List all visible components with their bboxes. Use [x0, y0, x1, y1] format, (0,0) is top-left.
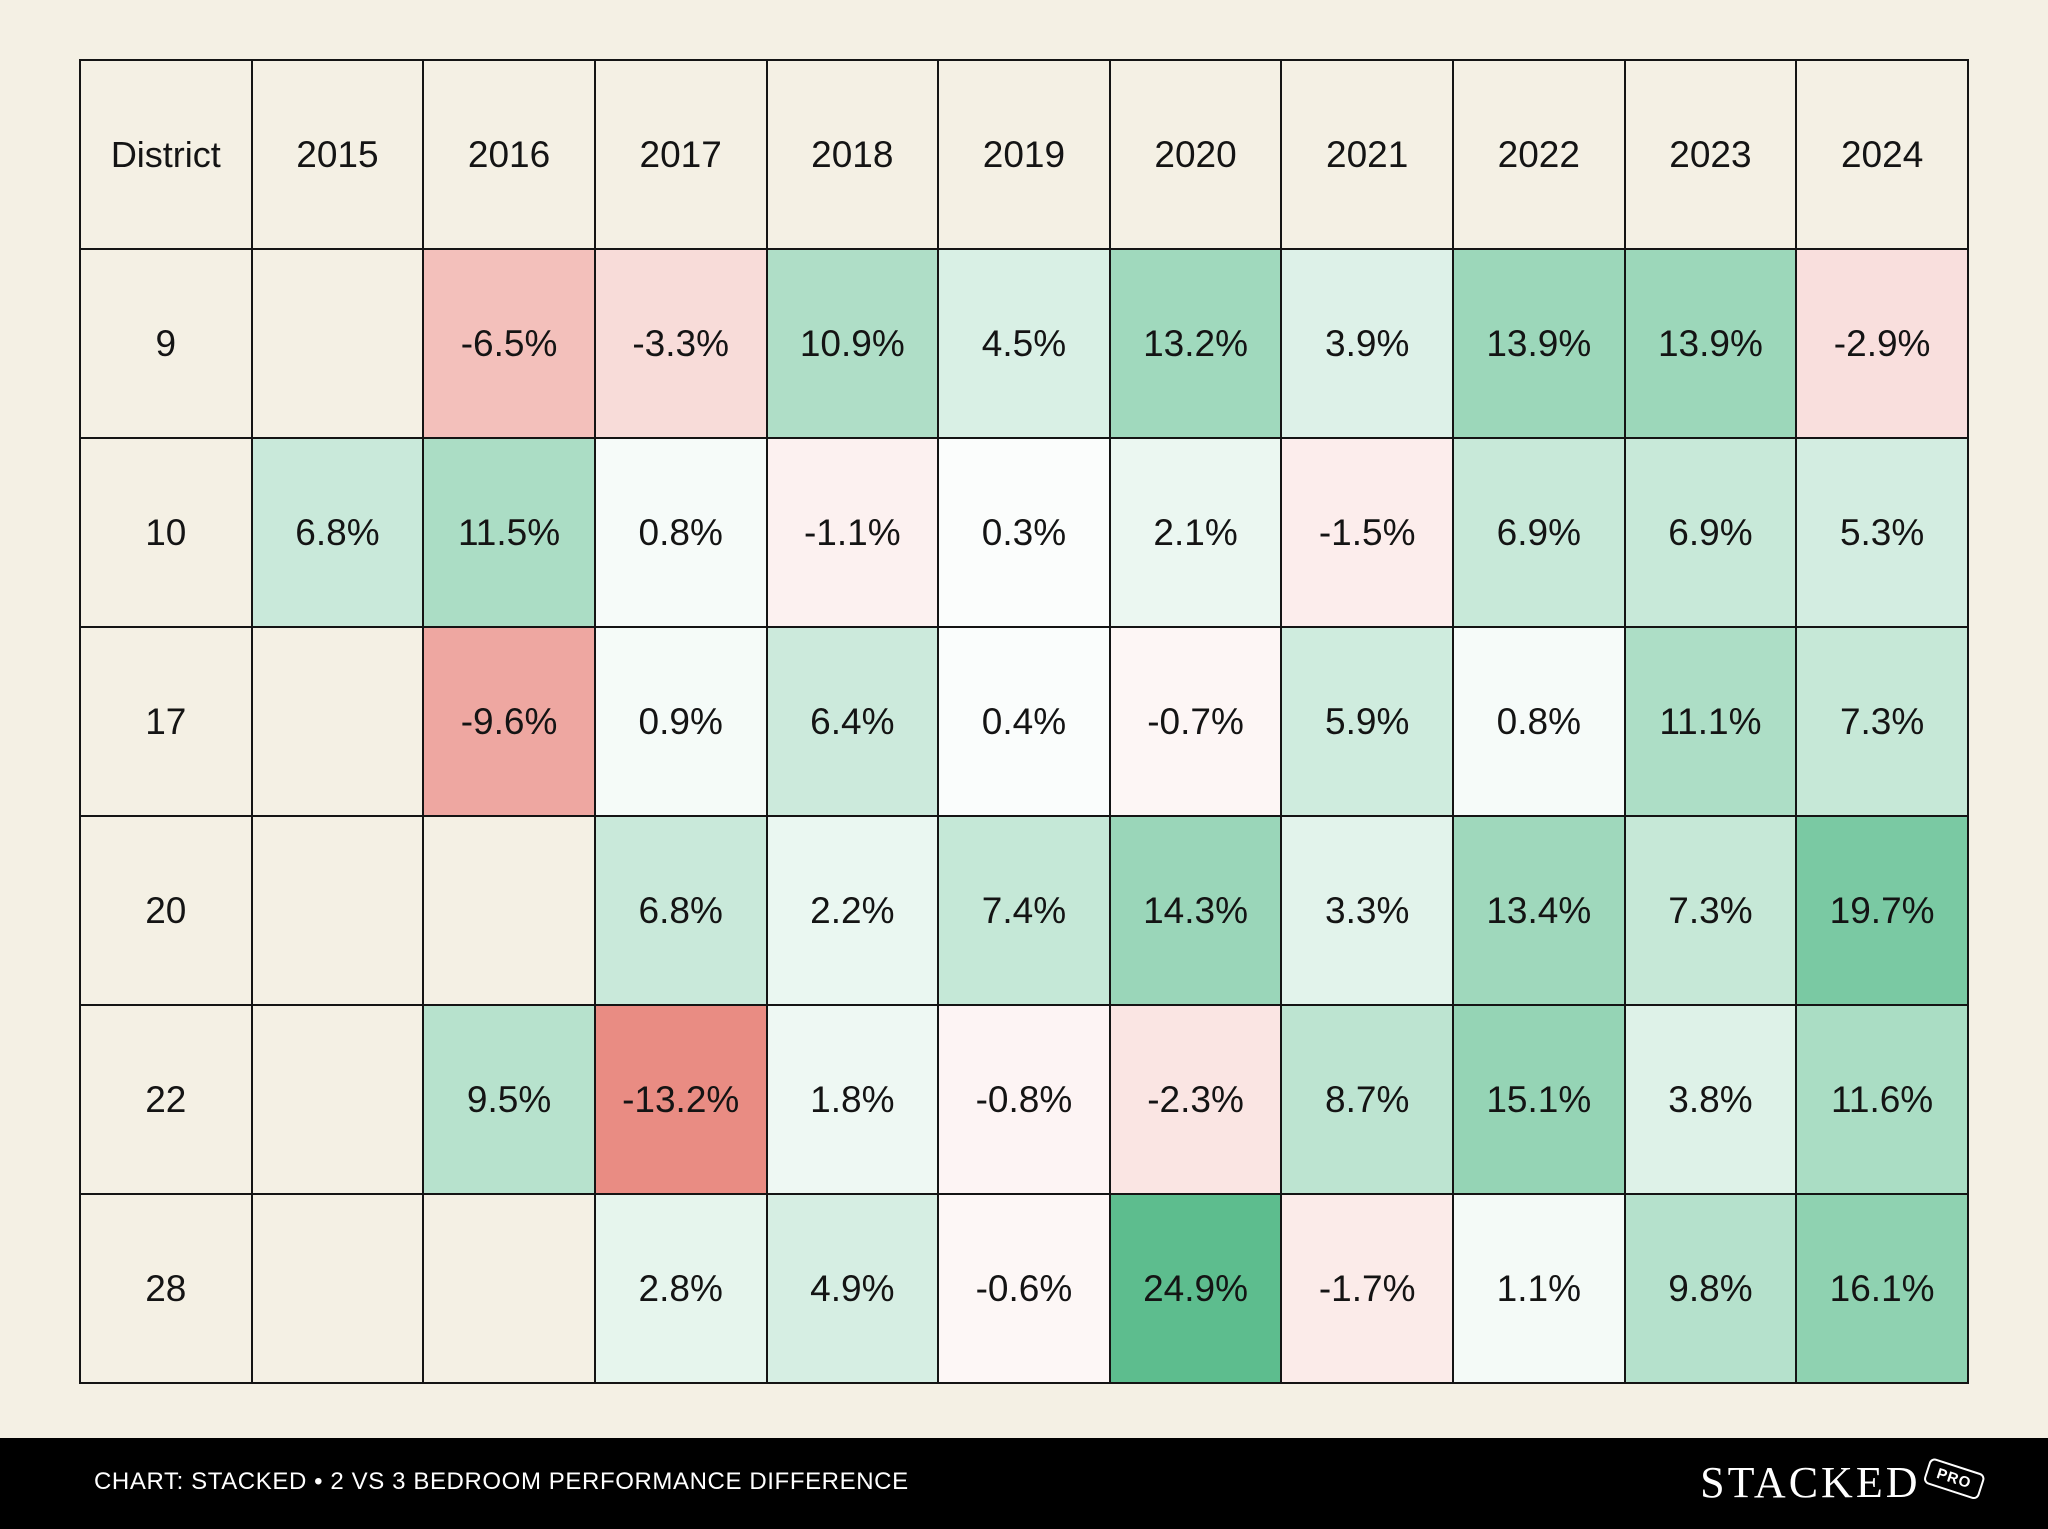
heatmap-cell: 2.1% — [1108, 437, 1283, 628]
district-label: 20 — [79, 815, 253, 1006]
district-label: 10 — [79, 437, 253, 628]
district-row: 9 -6.5% -3.3% 10.9% 4.5% 13.2% 3.9% 13.9% 13.9% -… — [79, 248, 1969, 439]
heatmap-cell: 0.4% — [937, 626, 1111, 817]
district-label: 22 — [79, 1004, 253, 1195]
district-label: 28 — [79, 1193, 253, 1384]
heatmap-cell: -1.5% — [1280, 437, 1454, 628]
year-column-header: 2023 — [1623, 59, 1798, 250]
year-column-header: 2019 — [937, 59, 1111, 250]
heatmap-cell — [250, 248, 425, 439]
footer-bar: CHART: STACKED • 2 VS 3 BEDROOM PERFORMA… — [0, 1438, 2048, 1529]
heatmap-cell: -6.5% — [422, 248, 596, 439]
year-column-header: 2018 — [765, 59, 940, 250]
heatmap-cell: -9.6% — [422, 626, 596, 817]
heatmap-cell: -3.3% — [593, 248, 768, 439]
heatmap-cell: 7.3% — [1623, 815, 1798, 1006]
heatmap-cell: -0.6% — [937, 1193, 1111, 1384]
heatmap-cell: 9.5% — [422, 1004, 596, 1195]
heatmap-cell: 7.4% — [937, 815, 1111, 1006]
heatmap-cell: 0.8% — [593, 437, 768, 628]
heatmap-cell: -0.7% — [1108, 626, 1283, 817]
heatmap-cell: 3.3% — [1280, 815, 1454, 1006]
heatmap-cell: 9.8% — [1623, 1193, 1798, 1384]
district-row: 22 9.5% -13.2% 1.8% -0.8% -2.3% 8.7% 15.1% 3.8% 1… — [79, 1004, 1969, 1195]
heatmap-cell: 6.8% — [593, 815, 768, 1006]
heatmap-cell — [250, 626, 425, 817]
district-column-header: District — [79, 59, 253, 250]
heatmap-cell: 13.4% — [1452, 815, 1626, 1006]
heatmap-cell: 24.9% — [1108, 1193, 1283, 1384]
district-row: 10 6.8% 11.5% 0.8% -1.1% 0.3% 2.1% -1.5% 6.9% 6.9… — [79, 437, 1969, 628]
heatmap-cell — [250, 1193, 425, 1384]
heatmap-cell: 11.1% — [1623, 626, 1798, 817]
heatmap-cell: 14.3% — [1108, 815, 1283, 1006]
heatmap-cell: 1.1% — [1452, 1193, 1626, 1384]
district-label: 9 — [79, 248, 253, 439]
district-row: 20 6.8% 2.2% 7.4% 14.3% 3.3% 13.4% 7.3% 19.7% — [79, 815, 1969, 1006]
heatmap-cell: 5.9% — [1280, 626, 1454, 817]
heatmap-cell: -13.2% — [593, 1004, 768, 1195]
heatmap-cell: 5.3% — [1795, 437, 1969, 628]
heatmap-cell: 13.9% — [1452, 248, 1626, 439]
heatmap-cell: 2.8% — [593, 1193, 768, 1384]
heatmap-cell: 2.2% — [765, 815, 940, 1006]
heatmap-cell: 13.2% — [1108, 248, 1283, 439]
heatmap-cell: -0.8% — [937, 1004, 1111, 1195]
heatmap-body: 9 -6.5% -3.3% 10.9% 4.5% 13.2% 3.9% 13.9% 13.9% -… — [79, 248, 1969, 1384]
year-column-header: 2024 — [1795, 59, 1969, 250]
heatmap-cell: 10.9% — [765, 248, 940, 439]
heatmap-cell: 6.8% — [250, 437, 425, 628]
district-row: 28 2.8% 4.9% -0.6% 24.9% -1.7% 1.1% 9.8% 16.1% — [79, 1193, 1969, 1384]
heatmap-cell: 16.1% — [1795, 1193, 1969, 1384]
heatmap-cell: 0.8% — [1452, 626, 1626, 817]
heatmap-cell: -2.3% — [1108, 1004, 1283, 1195]
year-column-header: 2020 — [1108, 59, 1283, 250]
heatmap-cell: 4.9% — [765, 1193, 940, 1384]
heatmap-cell: 1.8% — [765, 1004, 940, 1195]
heatmap-cell: 6.4% — [765, 626, 940, 817]
district-label: 17 — [79, 626, 253, 817]
heatmap-cell: 3.9% — [1280, 248, 1454, 439]
district-row: 17 -9.6% 0.9% 6.4% 0.4% -0.7% 5.9% 0.8% 11.1% 7.3… — [79, 626, 1969, 817]
year-column-header: 2015 — [250, 59, 425, 250]
heatmap-cell: 11.5% — [422, 437, 596, 628]
heatmap-cell: 6.9% — [1452, 437, 1626, 628]
year-column-header: 2022 — [1452, 59, 1626, 250]
heatmap-cell: -1.1% — [765, 437, 940, 628]
heatmap-cell — [250, 815, 425, 1006]
heatmap-cell: 6.9% — [1623, 437, 1798, 628]
heatmap-cell: 11.6% — [1795, 1004, 1969, 1195]
brand-logo: STACKED PRO — [1700, 1452, 1987, 1512]
heatmap-cell: 15.1% — [1452, 1004, 1626, 1195]
heatmap-table: District 2015 2016 2017 2018 2019 2020 2021 202… — [79, 59, 1969, 1384]
heatmap-cell: 19.7% — [1795, 815, 1969, 1006]
heatmap-cell: 7.3% — [1795, 626, 1969, 817]
heatmap-cell: -2.9% — [1795, 248, 1969, 439]
pro-badge: PRO — [1922, 1456, 1987, 1500]
heatmap-cell: 0.9% — [593, 626, 768, 817]
heatmap-cell: 13.9% — [1623, 248, 1798, 439]
heatmap-cell — [422, 815, 596, 1006]
heatmap-cell — [422, 1193, 596, 1384]
chart-caption: CHART: STACKED • 2 VS 3 BEDROOM PERFORMA… — [94, 1468, 909, 1495]
heatmap-cell: -1.7% — [1280, 1193, 1454, 1384]
heatmap-cell: 4.5% — [937, 248, 1111, 439]
year-column-header: 2016 — [422, 59, 596, 250]
year-column-header: 2017 — [593, 59, 768, 250]
heatmap-cell — [250, 1004, 425, 1195]
header-row: District 2015 2016 2017 2018 2019 2020 2021 202… — [79, 59, 1969, 250]
brand-name: STACKED — [1700, 1457, 1921, 1507]
heatmap-cell: 8.7% — [1280, 1004, 1454, 1195]
year-column-header: 2021 — [1280, 59, 1454, 250]
heatmap-chart: District 2015 2016 2017 2018 2019 2020 2021 202… — [79, 59, 1969, 1384]
heatmap-cell: 3.8% — [1623, 1004, 1798, 1195]
heatmap-cell: 0.3% — [937, 437, 1111, 628]
